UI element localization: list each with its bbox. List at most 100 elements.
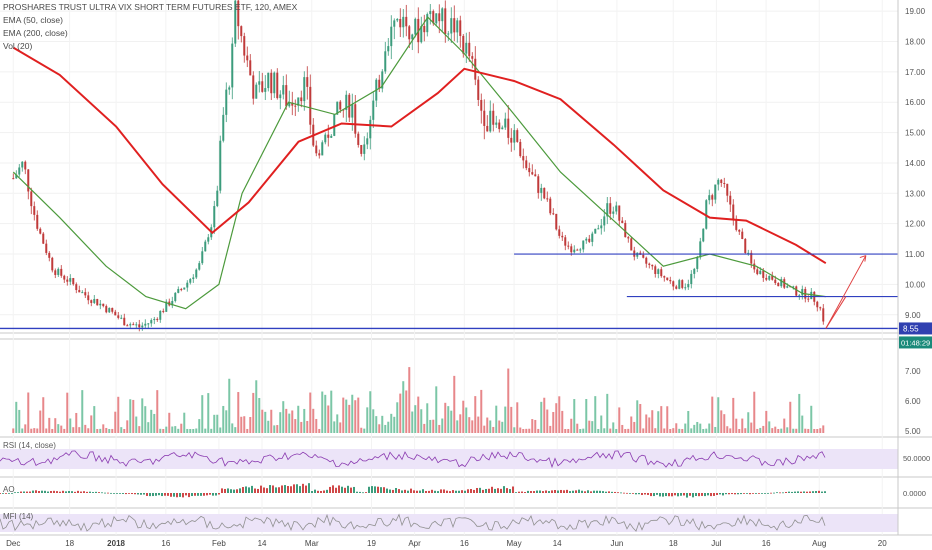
- candle-body: [459, 20, 462, 36]
- candle-body: [405, 16, 408, 27]
- indicator-ema50-label[interactable]: EMA (50, close): [3, 15, 63, 25]
- time-tick-label: Feb: [212, 539, 226, 548]
- ao-bar: [71, 491, 73, 493]
- candle-body: [486, 125, 489, 132]
- candle-body: [240, 26, 243, 37]
- time-tick-label: Apr: [408, 539, 421, 548]
- ao-bar: [152, 493, 154, 497]
- ao-tick-label: 0.0000: [903, 489, 926, 498]
- candle-body: [666, 277, 669, 280]
- ao-bar: [14, 492, 16, 494]
- candle-body: [135, 324, 138, 326]
- ao-bar: [587, 490, 589, 493]
- volume-bar: [84, 424, 87, 433]
- indicator-ema200-label[interactable]: EMA (200, close): [3, 28, 68, 38]
- candle-body: [207, 237, 210, 242]
- ao-bar: [557, 490, 559, 493]
- volume-bar: [738, 428, 741, 433]
- candle-body: [657, 269, 660, 274]
- candle-body: [642, 254, 645, 258]
- ao-bar: [221, 488, 223, 493]
- candle-body: [216, 190, 219, 207]
- time-tick-label: Jul: [711, 539, 721, 548]
- candle-body: [798, 295, 801, 297]
- candle-body: [285, 85, 288, 107]
- candle-body: [273, 72, 276, 94]
- volume-bar: [51, 428, 54, 433]
- ao-bar: [662, 493, 664, 497]
- volume-bar: [303, 408, 306, 433]
- ao-bar: [314, 489, 316, 493]
- candle-body: [786, 286, 789, 288]
- ao-bar: [281, 485, 283, 493]
- ao-bar: [116, 493, 118, 494]
- candle-body: [132, 324, 135, 326]
- volume-bar: [651, 410, 654, 433]
- ao-bar: [398, 489, 400, 493]
- volume-bar: [234, 427, 237, 433]
- volume-bar: [675, 423, 678, 433]
- volume-pane: [12, 367, 825, 433]
- ao-bar: [20, 491, 22, 493]
- candle-body: [699, 241, 702, 258]
- candle-body: [747, 252, 750, 254]
- volume-bar: [555, 403, 558, 433]
- volume-bar: [75, 412, 78, 433]
- volume-bar: [558, 396, 561, 433]
- volume-bar: [705, 428, 708, 433]
- volume-bar: [576, 423, 579, 433]
- rsi-label[interactable]: RSI (14, close): [3, 441, 56, 450]
- candle-body: [294, 105, 297, 107]
- volume-bar: [183, 412, 186, 433]
- volume-bar: [783, 418, 786, 433]
- volume-bar: [663, 428, 666, 433]
- candle-body: [117, 315, 120, 318]
- volume-bar: [381, 415, 384, 433]
- volume-bar: [480, 389, 483, 433]
- volume-bar: [240, 416, 243, 433]
- candle-body: [249, 60, 252, 76]
- ao-bar: [122, 493, 124, 494]
- ao-bar: [191, 493, 193, 497]
- volume-bar: [561, 410, 564, 433]
- price-badges: 8.55 01:48:29: [899, 322, 932, 349]
- volume-bar: [99, 428, 102, 433]
- mfi-label[interactable]: MFI (14): [3, 512, 34, 521]
- ao-bar: [146, 493, 148, 496]
- candle-body: [225, 89, 228, 115]
- volume-bar: [744, 428, 747, 433]
- candle-body: [396, 18, 399, 21]
- ao-bar: [356, 491, 358, 493]
- candle-body: [711, 195, 714, 200]
- volume-bar: [36, 428, 39, 433]
- volume-bar: [57, 424, 60, 433]
- price-tick-label: 18.00: [905, 37, 926, 46]
- candle-body: [723, 183, 726, 185]
- candle-body: [537, 176, 540, 193]
- candle-body: [42, 233, 45, 244]
- volume-bar: [498, 420, 501, 433]
- ao-label[interactable]: AO: [3, 485, 15, 494]
- candle-body: [192, 277, 195, 280]
- indicator-vol-label[interactable]: Vol (20): [3, 41, 33, 51]
- ao-bar: [284, 485, 286, 493]
- candle-body: [630, 238, 633, 251]
- ao-bar: [452, 490, 454, 493]
- ao-bar: [650, 493, 652, 497]
- ao-bar: [692, 493, 694, 498]
- candle-body: [756, 269, 759, 275]
- volume-bar: [231, 423, 234, 433]
- volume-bar: [225, 410, 228, 433]
- candle-body: [363, 144, 366, 154]
- ao-bar: [404, 489, 406, 493]
- time-tick-label: 16: [161, 539, 170, 548]
- ao-bar: [341, 486, 343, 493]
- ao-bar: [206, 493, 208, 496]
- ao-bar: [65, 491, 67, 493]
- ao-bar: [233, 489, 235, 493]
- candle-body: [663, 276, 666, 278]
- ao-bar: [74, 491, 76, 493]
- ao-bar: [638, 493, 640, 495]
- volume-bar: [753, 391, 756, 433]
